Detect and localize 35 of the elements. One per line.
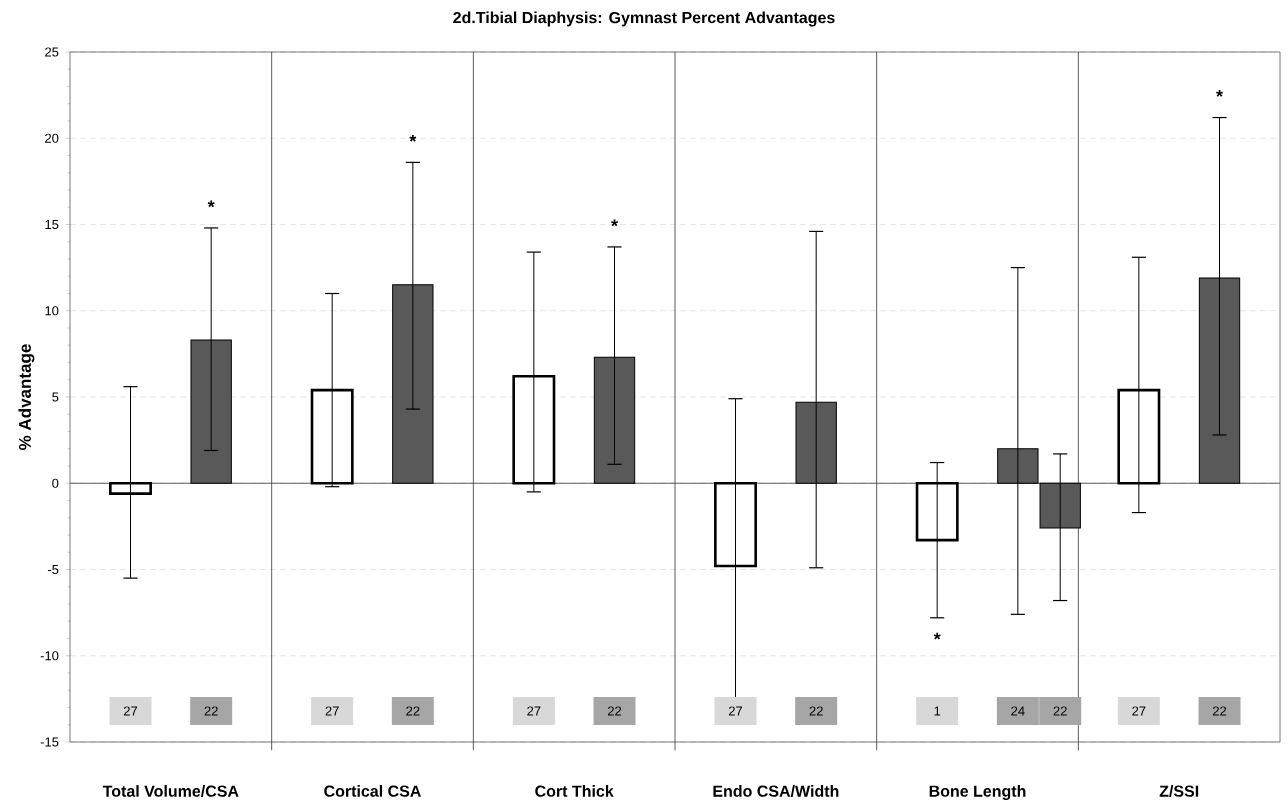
annotation: * [409,134,417,142]
annotation: 27 [728,706,743,716]
annotation: 27 [527,706,541,716]
annotation: 22 [204,706,218,716]
annotation: 1 [934,706,941,716]
y-tick-label: 20 [45,133,59,143]
y-axis-title: % Advantage [18,344,35,450]
y-tick-label: -10 [40,651,59,661]
x-tick-label: Endo CSA/Width [713,785,839,797]
y-tick-label: 10 [45,306,59,316]
annotation: * [933,632,941,640]
annotation: 27 [123,706,138,716]
y-tick-label: 5 [52,392,59,402]
annotation: 24 [1011,706,1025,716]
annotation: 22 [1212,706,1227,716]
annotation: 27 [1132,706,1146,716]
annotation: 22 [809,706,823,716]
annotation: 22 [406,706,420,716]
annotation: 22 [607,706,622,716]
y-tick-label: -5 [47,564,59,575]
y-tick-label: 15 [45,219,59,230]
annotation: 27 [325,706,339,716]
x-tick-label: Cort Thick [535,785,614,797]
y-tick-label: 25 [45,47,59,57]
x-tick-label: Total Volume/CSA [102,785,239,797]
x-tick-label: Cortical CSA [324,785,421,797]
annotation: 22 [1053,706,1067,716]
y-tick-label: 0 [52,478,59,488]
x-tick-label: Bone Length [929,785,1026,801]
annotation: * [1216,90,1224,97]
chart-title: 2d.Tibial Diaphysis: Gymnast Percent Advantages [453,11,835,27]
annotation: * [207,200,215,208]
y-tick-label: -15 [40,737,59,747]
annotation: * [611,219,618,227]
x-tick-label: Z/SSI [1159,785,1199,797]
